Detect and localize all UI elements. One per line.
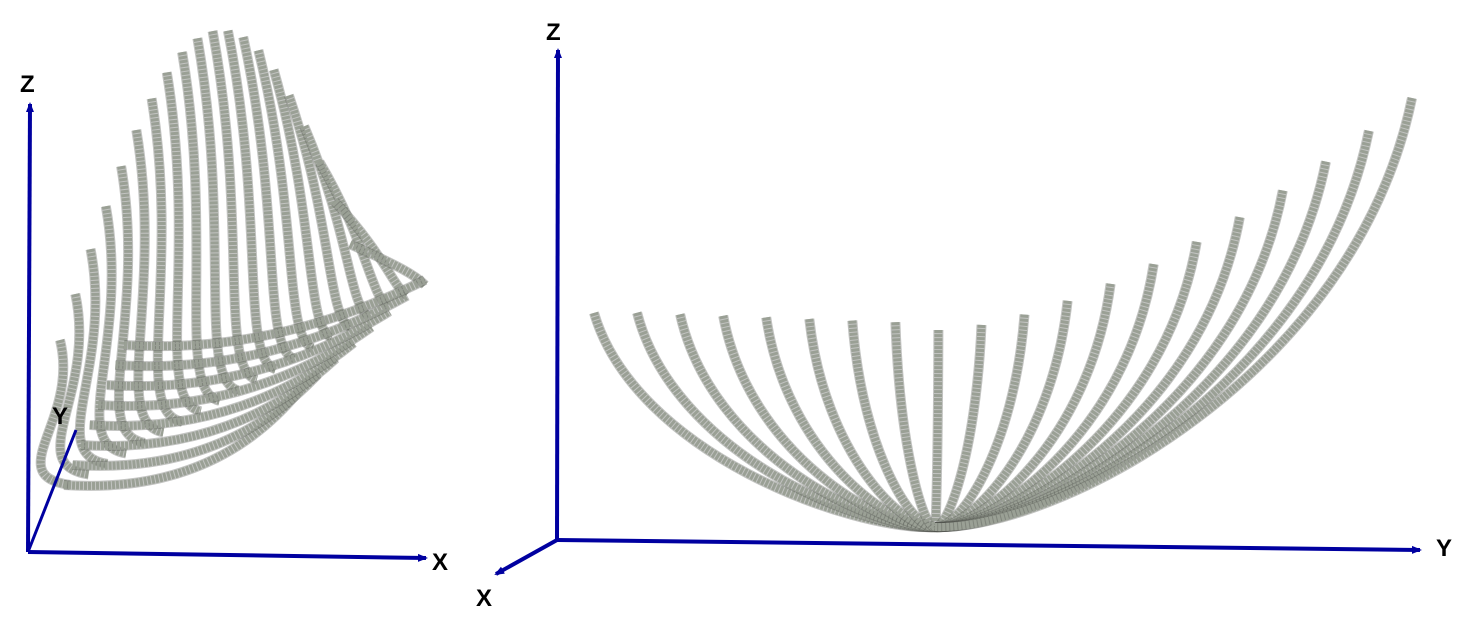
left-curve [223,29,278,374]
left-curve [269,68,334,342]
left-cross-curve [72,371,321,470]
left-curve [348,240,428,288]
left-cross-curve [98,323,374,411]
right-z-label: Z [546,19,561,46]
left-curve [254,49,315,352]
right-curve [934,130,1373,532]
right-y-axis [556,538,1422,554]
right-curve [891,322,937,531]
left-cross-curve [115,292,410,371]
left-curve [285,94,353,331]
right-curve [934,160,1330,532]
left-x-axis [27,550,428,562]
right-x-label: X [476,585,492,612]
left-curve [178,51,221,405]
left-view: Z Y X [20,29,448,576]
left-curve [208,30,259,384]
left-y-axis [26,429,78,553]
right-curve [934,97,1416,532]
right-curve [931,329,943,532]
left-curve [56,293,90,479]
left-z-axis [25,102,34,553]
left-curve [75,248,109,468]
right-curves [589,96,1417,533]
left-curve [95,205,128,458]
left-cross-curve [106,308,392,391]
right-x-axis [494,538,558,576]
right-z-axis [553,48,562,541]
right-curve [590,311,936,532]
left-x-label: X [432,549,448,576]
right-curve [934,189,1287,532]
left-curves [35,29,429,491]
left-cross-curve [80,355,339,450]
left-curve [147,97,184,426]
right-view: Z X Y [476,19,1452,612]
left-z-label: Z [20,71,35,98]
right-curve-shadow [934,129,1374,533]
left-curve [114,165,146,447]
left-curve [36,339,71,489]
left-cross-curve [123,276,427,351]
right-y-label: Y [1436,535,1452,562]
left-cross-curve [63,387,304,490]
left-cross-curve [89,339,357,430]
left-y-label: Y [52,403,68,430]
